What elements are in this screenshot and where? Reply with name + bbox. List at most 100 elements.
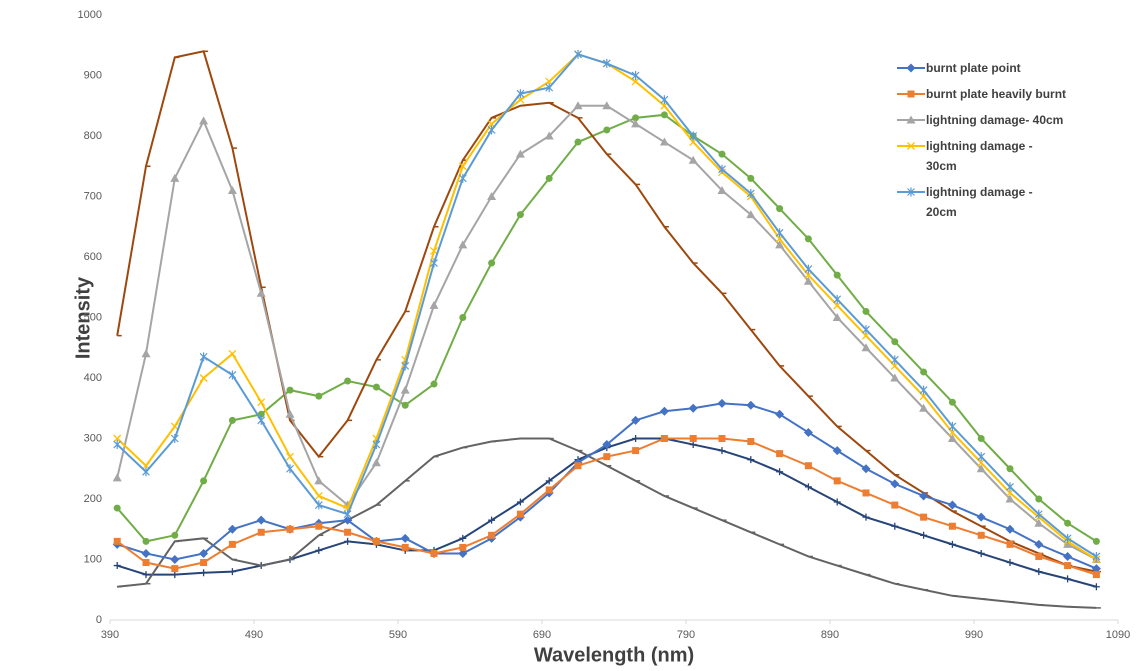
marker (113, 504, 121, 512)
marker (689, 131, 698, 141)
legend-item: lightning damage - 30cm (896, 136, 1066, 176)
marker (862, 307, 870, 315)
marker (631, 77, 640, 86)
marker (459, 534, 467, 542)
marker (458, 240, 468, 249)
marker (171, 571, 179, 579)
series (113, 49, 1101, 561)
x-tick-label: 890 (821, 629, 839, 641)
marker (862, 489, 870, 497)
y-axis-title: Intensity (72, 276, 94, 359)
marker (1006, 540, 1014, 548)
y-tick-label: 0 (96, 614, 102, 626)
marker (372, 537, 380, 545)
marker (171, 531, 179, 539)
x-tick-label: 990 (965, 629, 983, 641)
marker (1005, 524, 1015, 534)
marker (1092, 583, 1100, 591)
marker (430, 380, 438, 388)
marker (286, 386, 294, 394)
marker (632, 435, 640, 442)
marker (890, 373, 900, 382)
marker (746, 210, 756, 219)
x-tick-label: 690 (533, 629, 551, 641)
marker (776, 205, 784, 213)
series (117, 437, 1101, 609)
marker (1092, 551, 1101, 561)
marker (458, 548, 468, 558)
marker (688, 403, 698, 413)
marker (315, 392, 323, 400)
marker (170, 434, 179, 443)
legend-swatch (897, 115, 925, 124)
marker (907, 142, 915, 150)
marker (344, 377, 352, 385)
marker (285, 409, 295, 418)
marker (344, 537, 352, 545)
legend-swatch (897, 90, 925, 98)
marker (574, 462, 582, 470)
marker (1063, 539, 1073, 548)
marker (344, 528, 352, 536)
legend-label: burnt plate point (926, 61, 1021, 75)
legend-label: lightning damage- 40cm (926, 113, 1064, 127)
marker (459, 314, 467, 321)
marker (862, 325, 870, 335)
marker (286, 525, 294, 533)
marker (171, 565, 179, 573)
marker (343, 515, 353, 525)
marker (1063, 551, 1073, 561)
marker (631, 119, 641, 128)
legend-swatch (897, 63, 925, 73)
marker (371, 458, 381, 467)
marker (574, 49, 582, 59)
marker (804, 462, 812, 470)
marker (1092, 537, 1100, 545)
marker (170, 555, 180, 564)
legend-label: lightning damage - 30cm (926, 139, 1033, 173)
marker (660, 95, 669, 105)
marker (200, 559, 208, 567)
marker (718, 164, 726, 174)
marker (257, 398, 266, 407)
marker (228, 568, 236, 576)
marker (603, 126, 611, 134)
marker (1035, 552, 1043, 560)
marker (906, 115, 916, 124)
marker (545, 174, 553, 182)
legend-item: burnt plate heavily burnt (896, 84, 1066, 104)
marker (1092, 571, 1100, 579)
x-tick-label: 490 (245, 629, 263, 641)
marker (718, 447, 726, 455)
marker (976, 464, 986, 473)
marker (746, 400, 756, 410)
marker (804, 264, 813, 274)
marker (200, 477, 208, 485)
marker (689, 441, 697, 449)
marker (775, 240, 785, 249)
x-tick-label: 390 (101, 629, 119, 641)
y-tick-label: 400 (84, 372, 102, 384)
marker (632, 447, 640, 455)
marker (286, 464, 294, 474)
marker (315, 546, 323, 554)
marker (343, 509, 352, 519)
marker (112, 473, 122, 482)
marker (113, 537, 121, 545)
marker (1034, 509, 1043, 519)
marker (602, 440, 612, 450)
series (113, 435, 1100, 579)
marker (227, 185, 237, 194)
marker (833, 294, 842, 304)
marker (920, 513, 928, 521)
marker (948, 540, 956, 548)
marker (1006, 482, 1014, 492)
marker (919, 403, 929, 412)
marker (804, 483, 812, 491)
marker (602, 101, 612, 110)
marker (515, 149, 525, 158)
marker (400, 533, 410, 543)
marker (141, 548, 151, 558)
marker (228, 370, 237, 380)
marker (603, 453, 611, 461)
